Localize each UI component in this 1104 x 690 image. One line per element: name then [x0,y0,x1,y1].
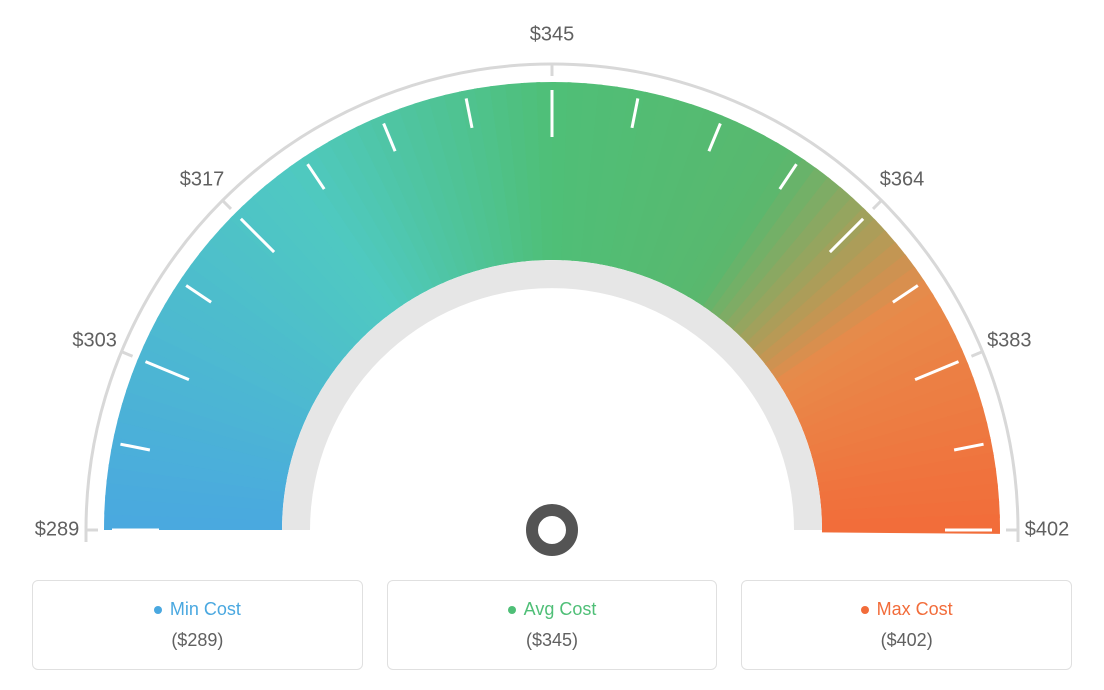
legend-card-max: Max Cost ($402) [741,580,1072,670]
gauge-tick-label: $402 [1025,519,1070,542]
gauge-tick-label: $317 [180,168,225,191]
legend-value-max: ($402) [752,630,1061,651]
legend-row: Min Cost ($289) Avg Cost ($345) Max Cost… [0,580,1104,670]
gauge-tick-label: $303 [72,329,117,352]
legend-dot-min [154,606,162,614]
legend-value-avg: ($345) [398,630,707,651]
gauge-chart-container: $289 $303 $317 $345 $364 $383 $402 Min Cost ($… [0,0,1104,690]
gauge-tick-label: $289 [35,519,80,542]
legend-label-min: Min Cost [170,599,241,620]
legend-dot-avg [508,606,516,614]
gauge-tick-label: $345 [530,24,575,47]
legend-title-min: Min Cost [154,599,241,620]
legend-dot-max [861,606,869,614]
legend-label-max: Max Cost [877,599,953,620]
legend-title-max: Max Cost [861,599,953,620]
gauge-tick-label: $364 [880,168,925,191]
legend-card-avg: Avg Cost ($345) [387,580,718,670]
gauge-svg [0,0,1104,560]
gauge-area: $289 $303 $317 $345 $364 $383 $402 [0,0,1104,560]
legend-title-avg: Avg Cost [508,599,597,620]
gauge-tick-label: $383 [987,329,1032,352]
legend-card-min: Min Cost ($289) [32,580,363,670]
legend-value-min: ($289) [43,630,352,651]
legend-label-avg: Avg Cost [524,599,597,620]
